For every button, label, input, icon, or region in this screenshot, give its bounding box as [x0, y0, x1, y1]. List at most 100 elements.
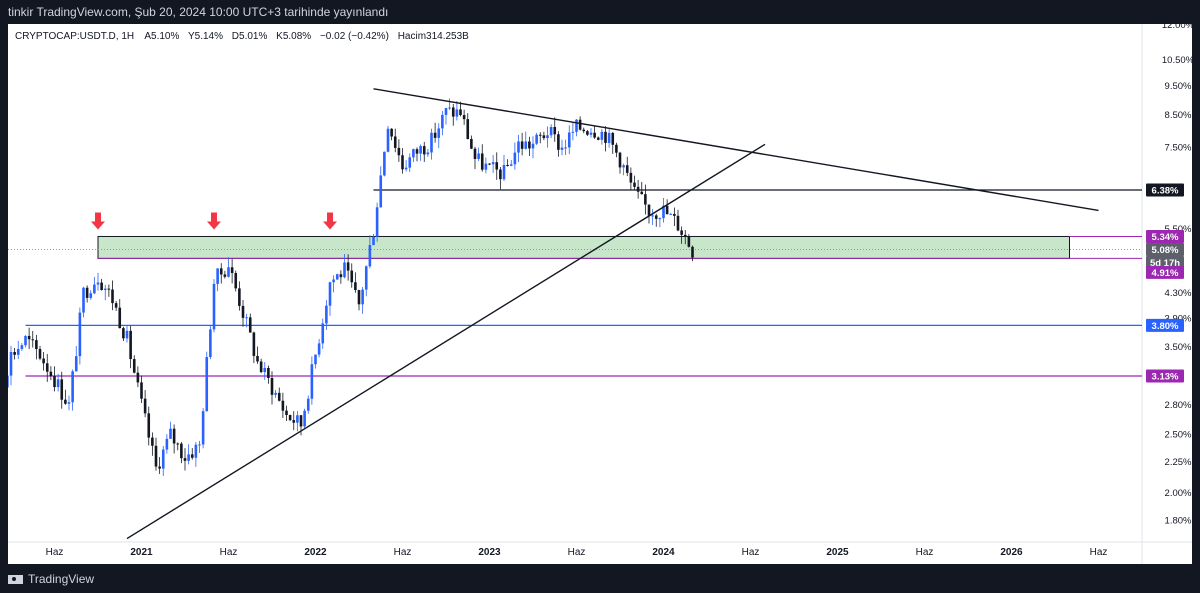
candle-body: [683, 234, 687, 237]
candle-body: [212, 283, 216, 330]
candle-body: [223, 274, 227, 277]
candle-body: [9, 352, 13, 376]
candle-body: [205, 357, 209, 412]
candle-body: [426, 152, 430, 155]
candle-body: [190, 454, 194, 458]
price-chart[interactable]: 12.00%10.50%9.50%8.50%7.50%5.50%4.30%3.9…: [0, 20, 1195, 564]
candle-body: [513, 152, 517, 165]
y-tick-label: 5.50%: [1165, 224, 1192, 235]
candle-body: [451, 107, 455, 117]
candle-body: [56, 379, 60, 388]
candle-body: [430, 132, 433, 153]
candle-body: [147, 413, 151, 438]
candle-body: [292, 420, 296, 423]
candle-body: [227, 267, 230, 277]
candle-body: [412, 149, 415, 158]
candle-body: [187, 454, 190, 461]
x-tick-label: 2023: [478, 547, 501, 558]
candle-body: [16, 348, 20, 355]
legend-volume: Hacim314.253B: [398, 31, 469, 42]
y-tick-label: 7.50%: [1165, 143, 1192, 154]
candle-body: [335, 274, 339, 280]
candle-body: [589, 132, 593, 135]
candle-body: [600, 131, 604, 140]
trend-line: [126, 143, 766, 540]
candle-body: [100, 282, 103, 290]
candle-body: [669, 213, 673, 215]
legend-symbol: CRYPTOCAP:USDT.D, 1H: [15, 31, 134, 42]
candle-body: [143, 398, 147, 414]
candle-body: [611, 132, 615, 145]
candle-body: [64, 399, 67, 404]
candle-body: [24, 335, 27, 346]
chart-area[interactable]: 12.00%10.50%9.50%8.50%7.50%5.50%4.30%3.9…: [0, 20, 1195, 564]
candle-body: [491, 162, 495, 165]
candle-body: [629, 172, 633, 183]
candle-body: [640, 191, 644, 195]
candle-body: [129, 330, 132, 360]
candle-body: [633, 182, 636, 187]
candle-body: [480, 153, 484, 170]
candle-body: [524, 141, 528, 149]
candle-body: [252, 332, 256, 356]
candle-body: [85, 287, 89, 298]
candle-body: [20, 345, 24, 349]
y-tick-label: 4.30%: [1165, 288, 1192, 299]
candle-body: [216, 268, 219, 284]
candle-body: [288, 415, 292, 421]
x-tick-label: Haz: [916, 547, 934, 558]
y-tick-label: 12.00%: [1162, 24, 1192, 31]
candle-body: [578, 119, 582, 130]
candle-body: [542, 135, 546, 139]
candle-body: [267, 367, 270, 378]
candle-body: [339, 274, 343, 278]
candle-body: [444, 108, 448, 115]
candle-body: [557, 134, 560, 150]
candle-body: [528, 141, 531, 149]
x-tick-label: Haz: [742, 547, 760, 558]
candle-body: [586, 131, 589, 135]
candle-body: [571, 131, 575, 133]
candle-body: [151, 437, 154, 446]
candle-body: [680, 230, 683, 235]
price-label: 5.34%: [1152, 232, 1179, 243]
candle-body: [390, 128, 393, 137]
candle-body: [604, 131, 607, 143]
candle-body: [31, 339, 35, 341]
candle-body: [281, 400, 285, 411]
red-arrow-icon: [207, 212, 221, 230]
candle-body: [256, 355, 259, 362]
candle-body: [393, 136, 397, 148]
y-tick-label: 2.00%: [1165, 488, 1192, 499]
candle-body: [82, 287, 85, 313]
x-tick-label: Haz: [220, 547, 238, 558]
candle-body: [259, 361, 263, 373]
candle-body: [560, 147, 564, 150]
y-tick-label: 8.50%: [1165, 110, 1192, 121]
candle-body: [470, 138, 473, 149]
price-label-bg: [1146, 369, 1184, 383]
candle-body: [13, 352, 16, 355]
candle-body: [71, 371, 74, 403]
candle-body: [651, 215, 654, 217]
price-label: 5d 17h: [1150, 258, 1180, 269]
candle-body: [673, 213, 676, 216]
candle-body: [647, 204, 651, 216]
candle-body: [263, 367, 267, 373]
candle-body: [27, 335, 31, 340]
candle-body: [488, 163, 491, 165]
candle-body: [531, 143, 535, 149]
candle-body: [502, 164, 506, 180]
candle-body: [78, 312, 82, 357]
candle-body: [549, 126, 553, 136]
candle-body: [386, 128, 390, 152]
candle-body: [183, 458, 187, 461]
candle-body: [546, 135, 549, 139]
candle-body: [321, 323, 325, 344]
candle-body: [49, 371, 53, 376]
price-label-bg: [1146, 243, 1184, 257]
candle-body: [625, 165, 629, 173]
candle-body: [495, 162, 499, 170]
candle-body: [687, 236, 691, 247]
y-tick-label: 9.50%: [1165, 81, 1192, 92]
